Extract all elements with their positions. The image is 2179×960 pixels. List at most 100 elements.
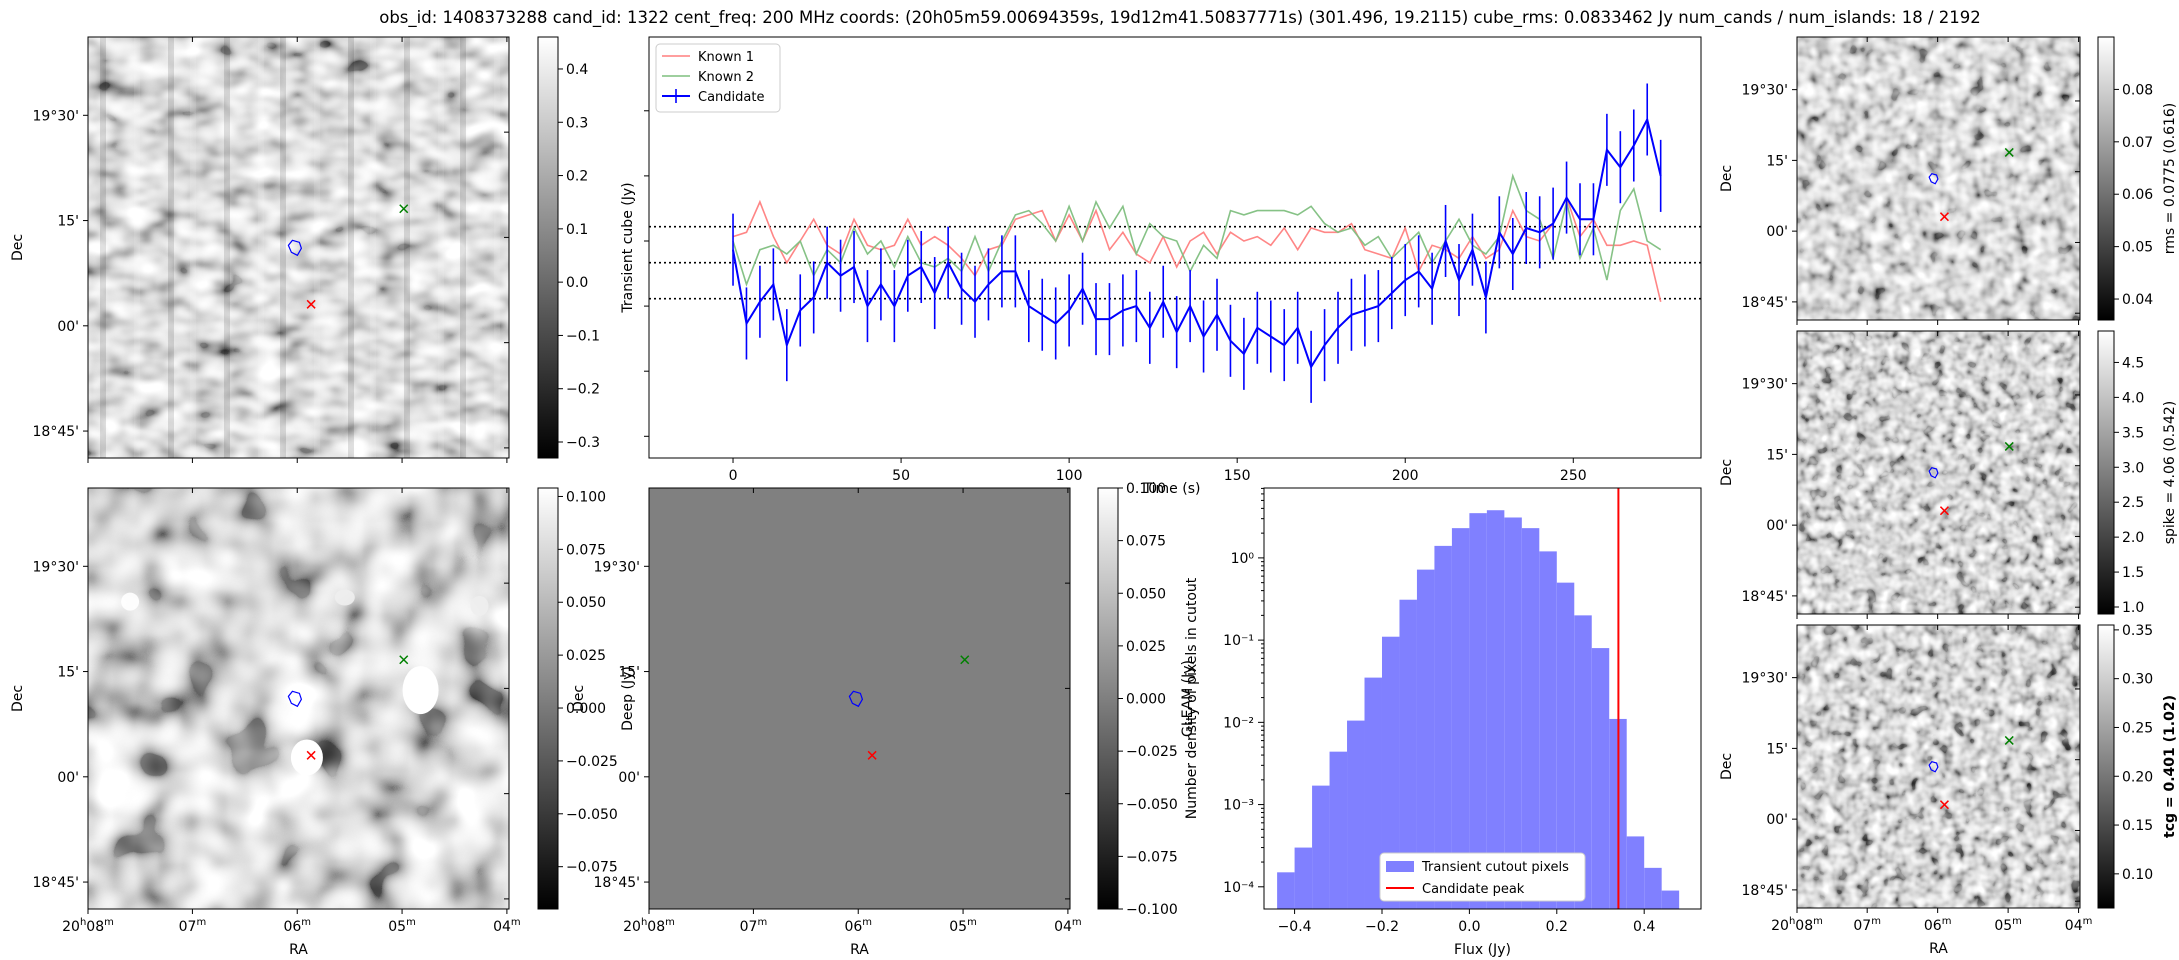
hist-bar: [1364, 677, 1382, 909]
colorbar-tick-label: 0.0: [566, 275, 588, 291]
y-tick-label: 10⁻⁴: [1223, 880, 1254, 896]
colorbar: [2097, 36, 2115, 321]
colorbar-tick-label: −0.025: [566, 754, 618, 770]
ra-tick-part: 04: [2065, 918, 2083, 934]
green-cross-marker: [2004, 735, 2014, 745]
colorbar-tick-label: 0.075: [1126, 534, 1166, 550]
ra-tick-part: 08: [647, 919, 665, 935]
x-tick-label: 0.2: [1546, 919, 1568, 935]
dec-axis-label: Dec: [1719, 459, 1735, 486]
green-cross-marker: [399, 655, 409, 665]
sky-image: [1797, 331, 2080, 614]
dec-axis-label: Dec: [1719, 165, 1735, 192]
dec-tick-label: 00': [1766, 224, 1788, 240]
artifact-stripe: [460, 37, 466, 458]
colorbar-tick-label: 0.08: [2122, 82, 2153, 98]
bright-source: [121, 592, 140, 611]
plot-area: [649, 37, 1701, 458]
panel-frame: [1796, 36, 2081, 321]
colorbar-tick-label: −0.3: [566, 435, 600, 451]
colorbar-tick-label: 0.000: [566, 701, 606, 717]
x-tick-label: 200: [1392, 468, 1419, 484]
ra-tick-label: 06m: [283, 917, 311, 935]
ra-tick-label: 06m: [844, 917, 872, 935]
colorbar: [537, 36, 559, 459]
artifact-stripe: [190, 37, 196, 458]
colorbar-tick-label: 0.20: [2122, 769, 2153, 785]
series-line-2: [732, 173, 1662, 287]
x-axis-label: Flux (Jy): [1454, 942, 1511, 958]
ra-tick-part: m: [967, 917, 977, 928]
ra-tick-part: h: [1789, 916, 1795, 927]
ra-tick-part: m: [301, 917, 311, 928]
image-overlay: [1928, 147, 2014, 222]
hist-bar: [1416, 569, 1435, 909]
hist-bar: [1399, 599, 1417, 909]
legend: Transient cutout pixels Candidate peak: [1379, 852, 1586, 902]
ra-tick-part: m: [2012, 916, 2022, 927]
ra-tick-part: 05: [949, 919, 967, 935]
hist-bar: [1312, 785, 1330, 909]
artifact-stripe: [168, 37, 174, 458]
plot-frame: [1263, 487, 1702, 910]
legend-box: [1379, 852, 1586, 902]
image-overlay: [1928, 441, 2014, 516]
colorbar-label: rms = 0.0775 (0.616): [2162, 103, 2178, 255]
ra-tick-label: 20h08m: [1771, 916, 1823, 934]
bright-source: [470, 595, 489, 616]
artifact-stripe: [348, 37, 354, 458]
dec-tick-label: 19°30': [33, 108, 79, 124]
colorbar-tick-label: −0.050: [566, 807, 618, 823]
colorbar-tick-label: 0.075: [566, 542, 606, 558]
panel-spike: 19°30' 15' 00' 18°45' Dec 4.5 4.0 3.5 3.0 2.5 2.0 1…: [1719, 330, 2178, 619]
red-cross-marker: [1939, 800, 1949, 810]
colorbar-tick-label: 0.050: [1126, 586, 1166, 602]
series-line-3: [732, 116, 1662, 370]
dec-tick-label: 00': [57, 770, 79, 786]
colorbar-tick-label: 0.30: [2122, 672, 2153, 688]
ra-tick-part: 20: [62, 919, 80, 935]
ra-tick-part: m: [862, 917, 872, 928]
artifact-stripe: [224, 37, 230, 458]
dec-axis-label: Dec: [571, 685, 587, 712]
dec-tick-label: 00': [618, 770, 640, 786]
artifact-stripe: [404, 37, 410, 458]
hist-bar: [1451, 528, 1470, 909]
ra-tick-part: 05: [388, 919, 406, 935]
hist-bar: [1556, 582, 1575, 909]
colorbar-tick-label: 2.0: [2122, 530, 2144, 546]
image-overlay: [1928, 735, 2014, 810]
ra-tick-part: m: [2083, 916, 2093, 927]
x-tick-label: −0.2: [1365, 919, 1399, 935]
bright-source: [290, 739, 323, 776]
ra-tick-label: 06m: [1924, 916, 1952, 934]
panel-frame: [648, 487, 1071, 910]
hist-bar: [1644, 867, 1662, 909]
dec-tick-label: 18°45': [1742, 883, 1788, 899]
colorbar-tick-label: 0.05: [2122, 240, 2153, 256]
sky-image: [1797, 625, 2080, 908]
ra-tick-part: 06: [1924, 918, 1942, 934]
panel-frame: [1796, 624, 2081, 909]
plot-frame: [648, 36, 1702, 459]
hist-bar: [1521, 528, 1540, 909]
artifact-stripe: [280, 37, 286, 458]
colorbar-tick-label: 0.25: [2122, 720, 2153, 736]
dec-tick-label: 18°45': [33, 424, 79, 440]
hist-bar: [1329, 751, 1348, 909]
bright-source: [402, 666, 439, 715]
ra-tick-label: 07m: [740, 917, 768, 935]
hist-bar: [1661, 890, 1680, 909]
ra-tick-part: m: [511, 917, 521, 928]
colorbar-tick-label: 2.5: [2122, 495, 2144, 511]
colorbar-tick-label: 0.07: [2122, 135, 2153, 151]
hist-bar: [1591, 648, 1610, 909]
colorbar-tick-label: −0.050: [1126, 797, 1178, 813]
hist-bar: [1539, 551, 1557, 909]
legend-label: Candidate peak: [1422, 882, 1525, 897]
red-cross-marker: [1939, 212, 1949, 222]
ra-tick-part: 04: [1054, 919, 1072, 935]
candidate-contour: [1928, 761, 1939, 773]
legend: Known 1 Known 2 Candidate: [655, 43, 781, 113]
